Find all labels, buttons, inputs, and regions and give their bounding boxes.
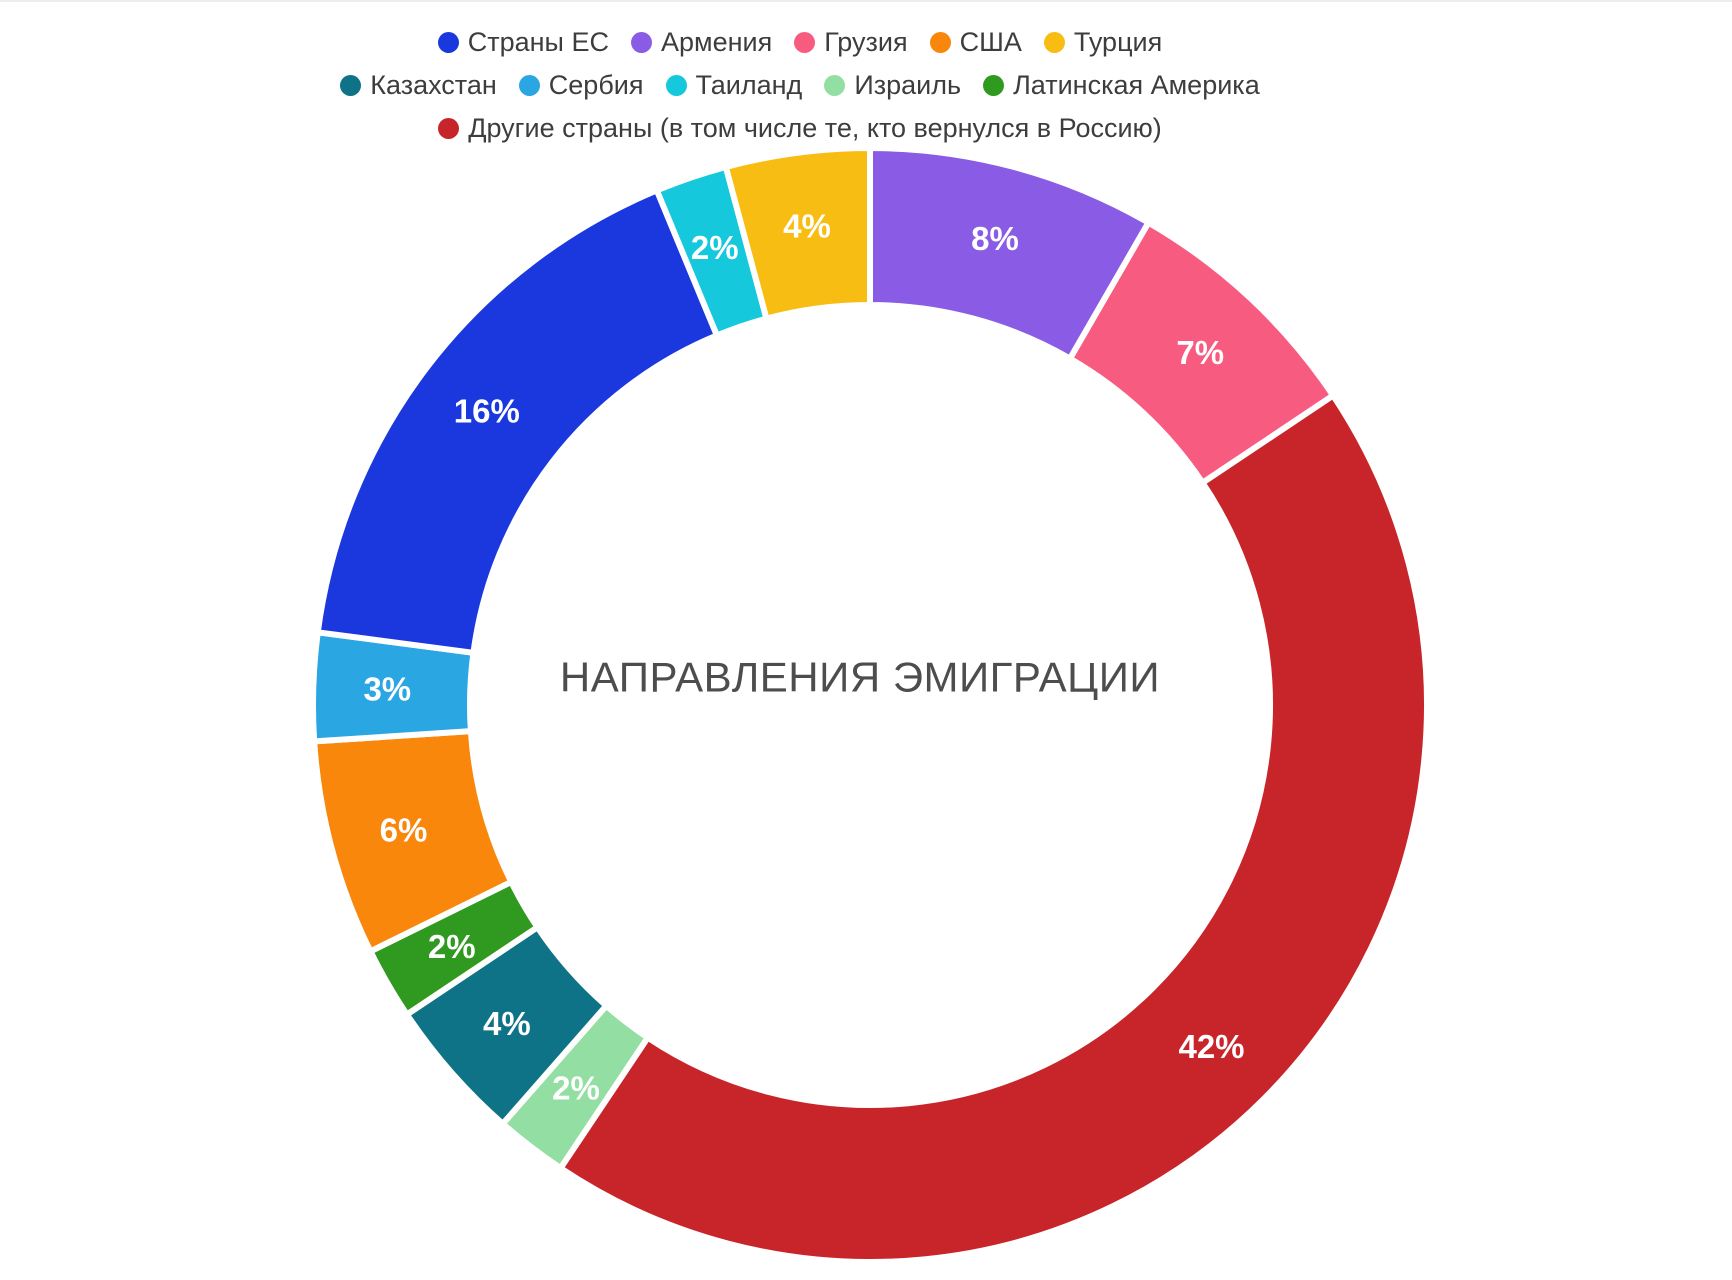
legend-item-armenia: Армения: [630, 26, 773, 57]
chart-legend: Страны ЕС Армения Грузия США Турция Казахстан…: [0, 24, 1600, 146]
legend-label-serbia: Сербия: [548, 69, 644, 100]
slice-label-serbia: 3%: [363, 671, 411, 708]
legend-item-eu: Страны ЕС: [437, 26, 609, 57]
legend-dot-icon-israel: [824, 74, 846, 96]
legend-item-serbia: Сербия: [518, 69, 644, 100]
slice-other-countries: [557, 392, 1430, 1265]
slice-label-israel: 2%: [552, 1070, 600, 1107]
legend-item-thailand: Таиланд: [665, 69, 803, 100]
donut-slice-labels: 8% 7% 42% 2% 4% 2% 6% 3% 16% 2% 4%: [363, 208, 1244, 1107]
legend-label-other-countries: Другие страны (в том числе те, кто верну…: [468, 112, 1162, 143]
legend-label-eu: Страны ЕС: [467, 26, 609, 57]
legend-item-latin-america: Латинская Америка: [983, 69, 1260, 100]
legend-dot-icon-armenia: [630, 31, 652, 53]
slice-label-armenia: 8%: [971, 220, 1019, 257]
chart-title: НАПРАВЛЕНИЯ ЭМИГРАЦИИ: [560, 654, 1160, 701]
slice-label-thailand: 2%: [691, 229, 739, 266]
legend-label-georgia: Грузия: [824, 26, 908, 57]
slice-label-turkey: 4%: [783, 208, 831, 245]
legend-row: Страны ЕС Армения Грузия США Турция: [437, 24, 1163, 60]
legend-item-israel: Израиль: [824, 69, 962, 100]
legend-label-latin-america: Латинская Америка: [1013, 69, 1260, 100]
legend-item-usa: США: [929, 26, 1022, 57]
legend-item-other-countries: Другие страны (в том числе те, кто верну…: [438, 112, 1162, 143]
legend-item-georgia: Грузия: [794, 26, 908, 57]
slice-label-usa: 6%: [380, 812, 428, 849]
legend-label-turkey: Турция: [1073, 26, 1163, 57]
slice-turkey: [722, 145, 873, 322]
legend-item-turkey: Турция: [1043, 26, 1163, 57]
slice-label-latin-america: 2%: [428, 928, 476, 965]
legend-label-thailand: Таиланд: [695, 69, 803, 100]
legend-dot-icon-serbia: [518, 74, 540, 96]
slice-label-eu: 16%: [454, 393, 520, 430]
legend-dot-icon-turkey: [1043, 31, 1065, 53]
legend-dot-icon-usa: [929, 31, 951, 53]
legend-dot-icon-georgia: [794, 31, 816, 53]
legend-dot-icon-eu: [437, 31, 459, 53]
legend-item-kazakhstan: Казахстан: [340, 69, 497, 100]
legend-label-armenia: Армения: [660, 26, 773, 57]
top-border: [0, 0, 1732, 2]
legend-dot-icon-kazakhstan: [340, 74, 362, 96]
legend-label-usa: США: [959, 26, 1022, 57]
legend-row: Казахстан Сербия Таиланд Израиль Латинская А…: [340, 67, 1260, 103]
donut-slices: [310, 145, 1430, 1265]
legend-label-kazakhstan: Казахстан: [370, 69, 497, 100]
slice-label-kazakhstan: 4%: [483, 1005, 531, 1042]
legend-row: Другие страны (в том числе те, кто верну…: [438, 110, 1162, 146]
legend-dot-icon-latin-america: [983, 74, 1005, 96]
slice-label-other-countries: 42%: [1178, 1028, 1244, 1065]
legend-dot-icon-other-countries: [438, 117, 460, 139]
legend-dot-icon-thailand: [665, 74, 687, 96]
slice-label-georgia: 7%: [1176, 334, 1224, 371]
legend-label-israel: Израиль: [854, 69, 962, 100]
